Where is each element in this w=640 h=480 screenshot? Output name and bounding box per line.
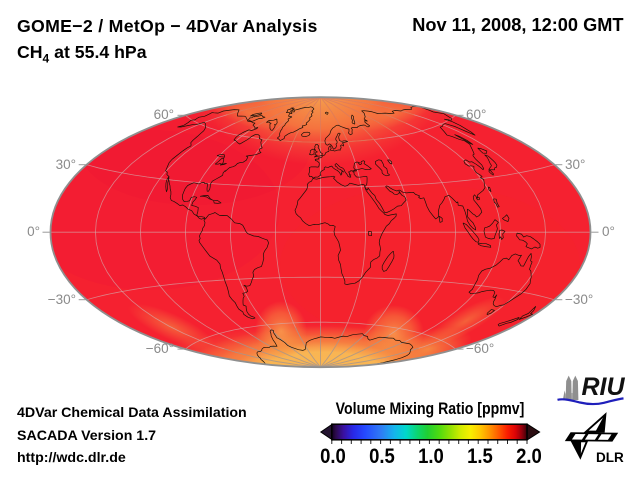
svg-text:DLR: DLR bbox=[596, 450, 624, 465]
svg-text:RIU: RIU bbox=[582, 373, 626, 401]
